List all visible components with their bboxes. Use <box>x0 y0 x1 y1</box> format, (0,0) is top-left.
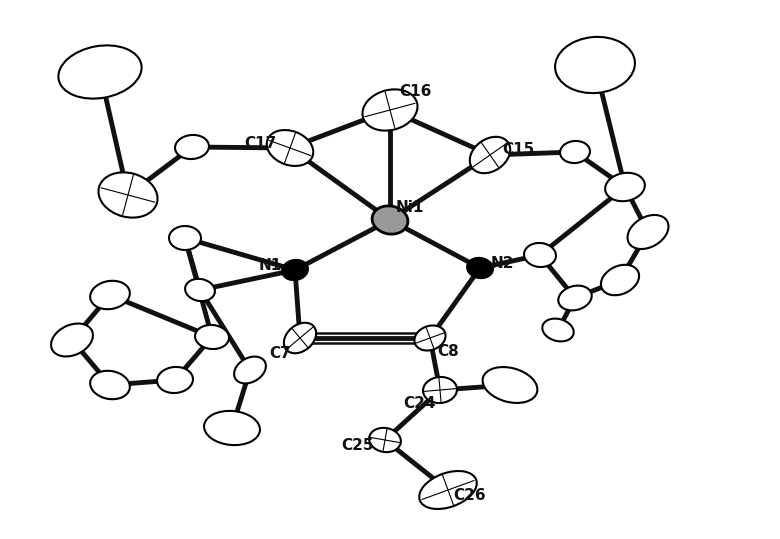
Ellipse shape <box>90 371 129 399</box>
Ellipse shape <box>98 172 158 218</box>
Text: C16: C16 <box>399 85 431 100</box>
Ellipse shape <box>58 45 142 99</box>
Text: C17: C17 <box>244 135 276 150</box>
Ellipse shape <box>414 326 445 350</box>
Text: C26: C26 <box>454 488 486 503</box>
Text: N1: N1 <box>258 258 282 273</box>
Text: Ni1: Ni1 <box>395 201 424 216</box>
Ellipse shape <box>524 243 556 267</box>
Ellipse shape <box>483 367 537 403</box>
Ellipse shape <box>601 265 639 295</box>
Ellipse shape <box>419 471 477 509</box>
Ellipse shape <box>470 137 510 173</box>
Ellipse shape <box>628 215 668 249</box>
Ellipse shape <box>204 411 260 445</box>
Text: C24: C24 <box>404 397 436 411</box>
Ellipse shape <box>90 281 129 309</box>
Text: N2: N2 <box>491 255 514 271</box>
Text: C25: C25 <box>341 439 374 453</box>
Ellipse shape <box>542 319 574 341</box>
Ellipse shape <box>267 130 314 166</box>
Ellipse shape <box>363 89 417 130</box>
Ellipse shape <box>175 135 209 159</box>
Ellipse shape <box>467 258 493 278</box>
Text: C7: C7 <box>269 347 291 362</box>
Ellipse shape <box>51 323 93 356</box>
Ellipse shape <box>560 141 590 163</box>
Ellipse shape <box>234 357 266 383</box>
Ellipse shape <box>555 37 635 93</box>
Ellipse shape <box>282 260 308 280</box>
Ellipse shape <box>195 325 229 349</box>
Ellipse shape <box>157 367 193 393</box>
Ellipse shape <box>372 206 408 234</box>
Ellipse shape <box>423 377 457 403</box>
Ellipse shape <box>558 286 592 310</box>
Text: C15: C15 <box>502 142 534 157</box>
Ellipse shape <box>185 279 215 301</box>
Ellipse shape <box>169 226 201 250</box>
Ellipse shape <box>284 323 316 353</box>
Ellipse shape <box>605 173 645 201</box>
Text: C8: C8 <box>437 344 459 360</box>
Ellipse shape <box>369 428 401 452</box>
